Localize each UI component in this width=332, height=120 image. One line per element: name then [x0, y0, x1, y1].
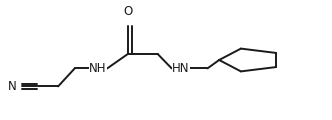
Text: HN: HN	[172, 62, 190, 75]
Text: N: N	[8, 80, 17, 93]
Text: NH: NH	[89, 62, 107, 75]
Text: O: O	[123, 5, 132, 18]
